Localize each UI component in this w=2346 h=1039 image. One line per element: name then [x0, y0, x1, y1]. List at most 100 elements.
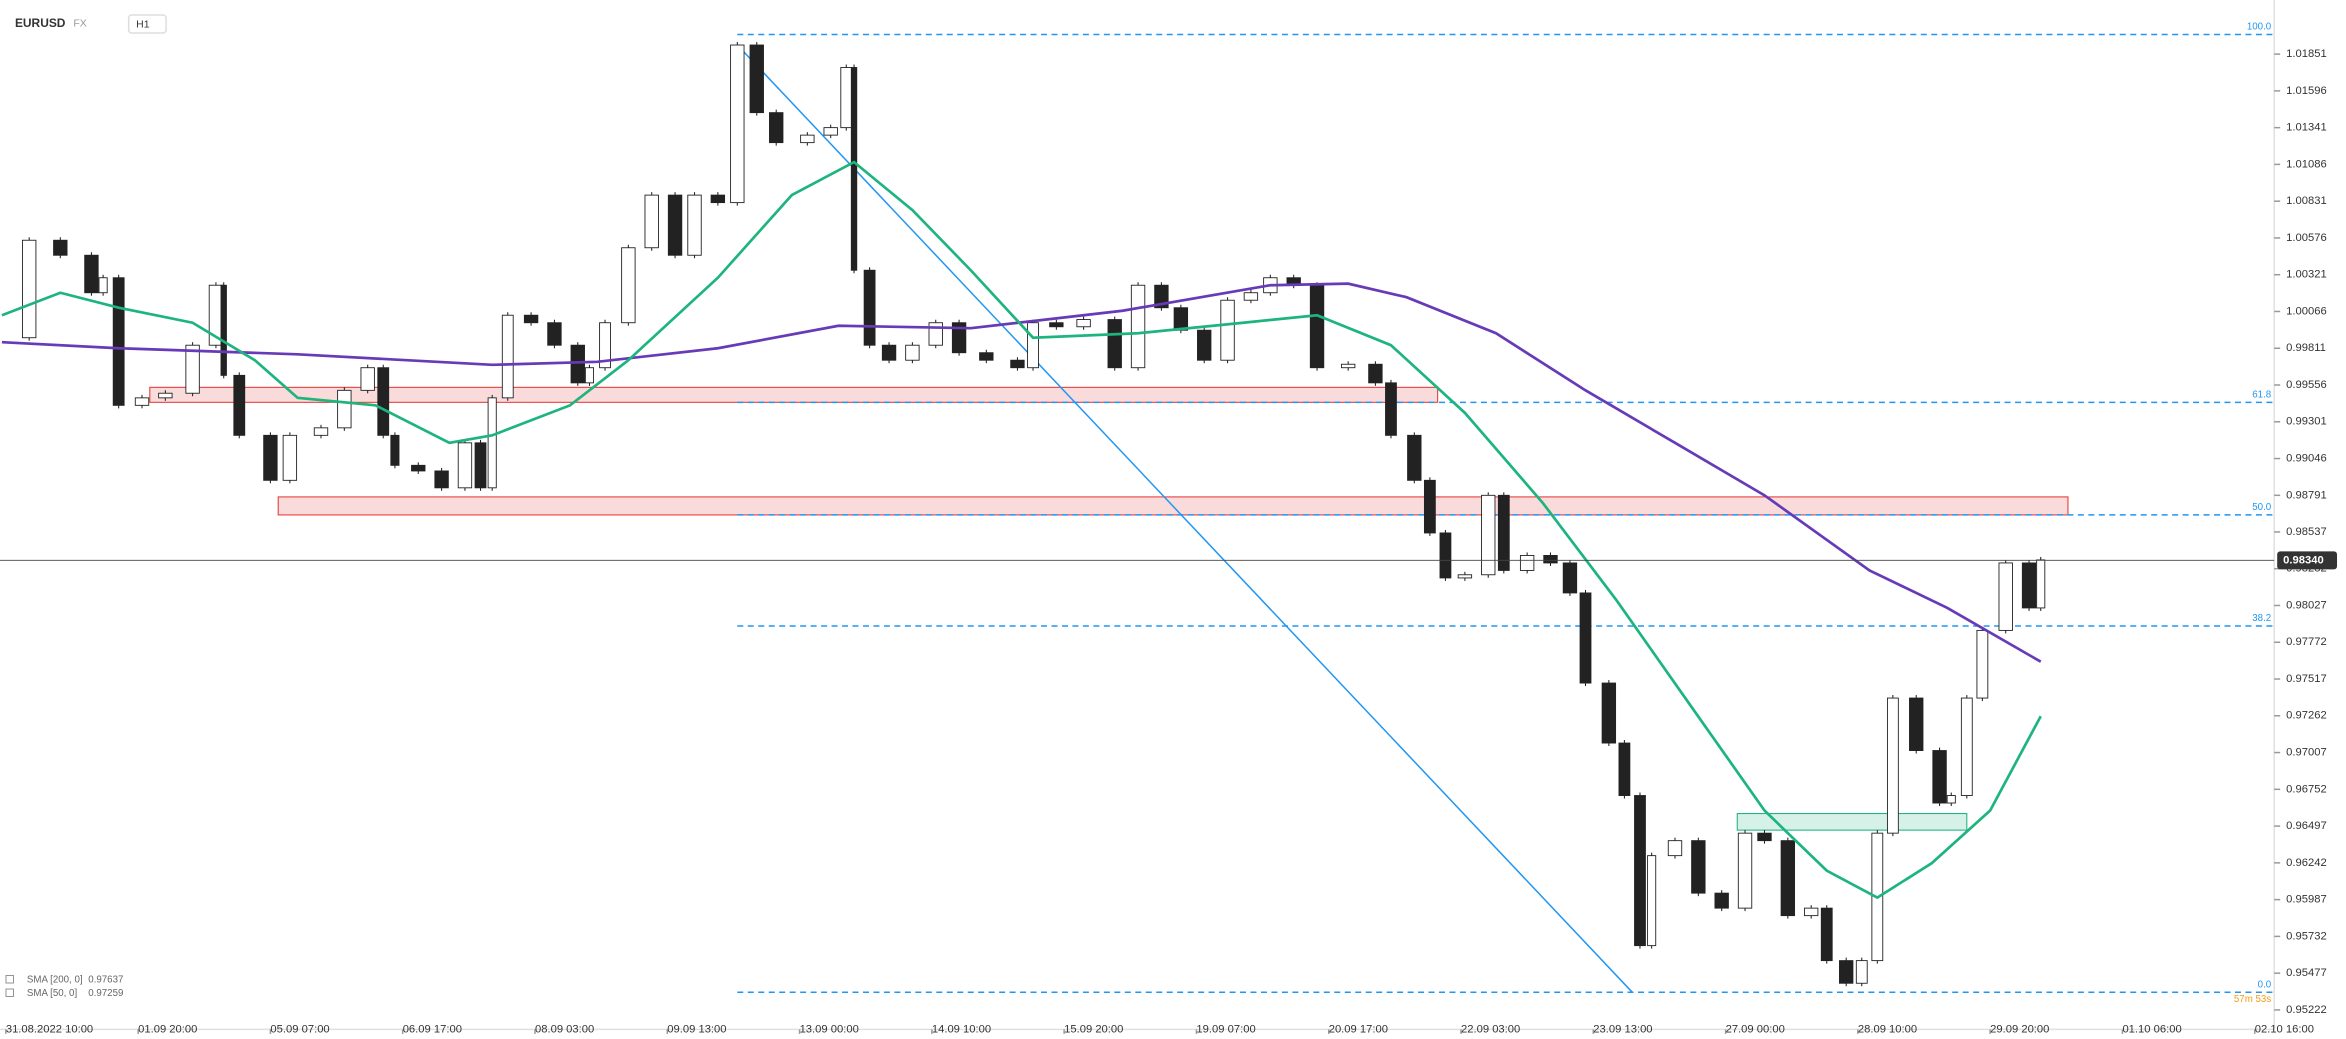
- candle: [749, 44, 764, 114]
- candle: [1049, 322, 1064, 328]
- x-tick-label: 05.09 07:00: [270, 1023, 329, 1035]
- candle: [710, 194, 726, 204]
- x-tick-label: 22.09 03:00: [1461, 1023, 1520, 1035]
- candle: [1780, 840, 1796, 917]
- candle: [570, 344, 585, 384]
- candle: [282, 434, 298, 481]
- trendline: [736, 44, 1633, 993]
- y-tick-label: 0.95987: [2286, 894, 2327, 906]
- candle: [730, 44, 745, 204]
- candle: [951, 322, 967, 354]
- candle: [1647, 855, 1657, 947]
- y-tick-label: 1.01596: [2286, 85, 2327, 97]
- candle: [1519, 554, 1535, 571]
- x-tick-label: 01.10 06:00: [2122, 1023, 2181, 1035]
- candle: [1173, 307, 1189, 331]
- legend-name: SMA [200, 0]: [27, 975, 83, 986]
- market: FX: [73, 19, 86, 30]
- candle: [769, 112, 784, 144]
- y-tick-label: 0.97262: [2286, 710, 2327, 722]
- fib-label: 38.2: [2252, 613, 2271, 624]
- candle: [2036, 559, 2046, 609]
- candle: [501, 314, 514, 399]
- candle: [584, 367, 594, 384]
- y-tick-label: 1.00831: [2286, 195, 2327, 207]
- candle: [220, 284, 227, 376]
- candle: [881, 344, 897, 361]
- fib-label: 100.0: [2247, 22, 2272, 33]
- candle: [390, 434, 400, 466]
- symbol[interactable]: EURUSD: [15, 16, 66, 30]
- x-tick-label: 23.09 13:00: [1593, 1023, 1652, 1035]
- candle: [823, 127, 838, 136]
- y-tick-label: 0.97517: [2286, 673, 2327, 685]
- candle: [2021, 562, 2037, 609]
- x-tick-label: 06.09 17:00: [403, 1023, 462, 1035]
- candle: [1368, 363, 1383, 384]
- y-tick-label: 1.01086: [2286, 158, 2327, 170]
- y-tick-label: 0.95732: [2286, 930, 2327, 942]
- x-tick-label: 14.09 10:00: [932, 1023, 991, 1035]
- candle: [474, 442, 487, 489]
- candle: [158, 392, 173, 399]
- candle: [1457, 574, 1473, 579]
- candle: [1027, 322, 1039, 369]
- candle: [1976, 629, 1989, 699]
- candle: [313, 427, 329, 436]
- candle: [1423, 479, 1436, 534]
- y-tick-label: 0.96497: [2286, 820, 2327, 832]
- y-tick-label: 0.99811: [2286, 342, 2326, 354]
- y-tick-label: 0.96752: [2286, 783, 2327, 795]
- timeframe-box[interactable]: [127, 14, 167, 34]
- candle: [1820, 907, 1833, 962]
- candle: [1497, 494, 1510, 571]
- y-tick-label: 0.97007: [2286, 747, 2327, 759]
- candle: [1243, 292, 1259, 301]
- candle: [411, 464, 426, 472]
- timeframe[interactable]: H1: [136, 19, 150, 30]
- x-tick-label: 27.09 00:00: [1726, 1023, 1785, 1035]
- y-tick-label: 1.00321: [2286, 269, 2327, 281]
- y-tick-label: 0.95222: [2286, 1004, 2327, 1016]
- candle: [1130, 284, 1146, 369]
- legend-icon: [5, 988, 14, 997]
- x-tick-label: 28.09 10:00: [1858, 1023, 1917, 1035]
- x-tick-label: 31.08.2022 10:00: [6, 1023, 93, 1035]
- y-tick-label: 0.99301: [2286, 416, 2327, 428]
- candle: [1579, 592, 1592, 684]
- candle: [1309, 284, 1325, 369]
- candle: [337, 389, 352, 429]
- candle: [599, 322, 611, 369]
- zone: [1736, 813, 1968, 831]
- last-price-box: [2277, 551, 2338, 570]
- candle: [1855, 960, 1868, 984]
- y-tick-label: 0.99046: [2286, 453, 2327, 465]
- candle: [840, 67, 853, 129]
- candle: [1010, 359, 1025, 369]
- y-tick-label: 0.96242: [2286, 857, 2327, 869]
- fib-label: 61.8: [2252, 389, 2271, 400]
- legend-name: SMA [50, 0]: [27, 988, 77, 999]
- candle: [863, 269, 876, 346]
- candle: [263, 434, 278, 481]
- x-tick-label: 29.09 20:00: [1990, 1023, 2049, 1035]
- candle: [1076, 319, 1091, 328]
- fib-label: 50.0: [2252, 502, 2272, 513]
- candle: [1998, 562, 2013, 631]
- candle: [53, 239, 68, 256]
- candle: [1618, 742, 1631, 796]
- candle: [1714, 892, 1729, 909]
- candle: [1601, 682, 1617, 744]
- candle: [928, 322, 943, 346]
- candle: [905, 344, 920, 361]
- candle: [1634, 795, 1646, 947]
- legend-value: 0.97637: [88, 975, 123, 986]
- x-tick-label: 15.09 20:00: [1064, 1023, 1123, 1035]
- candle: [979, 352, 994, 361]
- x-tick-label: 08.09 03:00: [535, 1023, 594, 1035]
- candle: [1562, 562, 1578, 594]
- candle: [1946, 795, 1956, 804]
- y-tick-label: 1.00576: [2286, 232, 2327, 244]
- candle: [1439, 532, 1452, 579]
